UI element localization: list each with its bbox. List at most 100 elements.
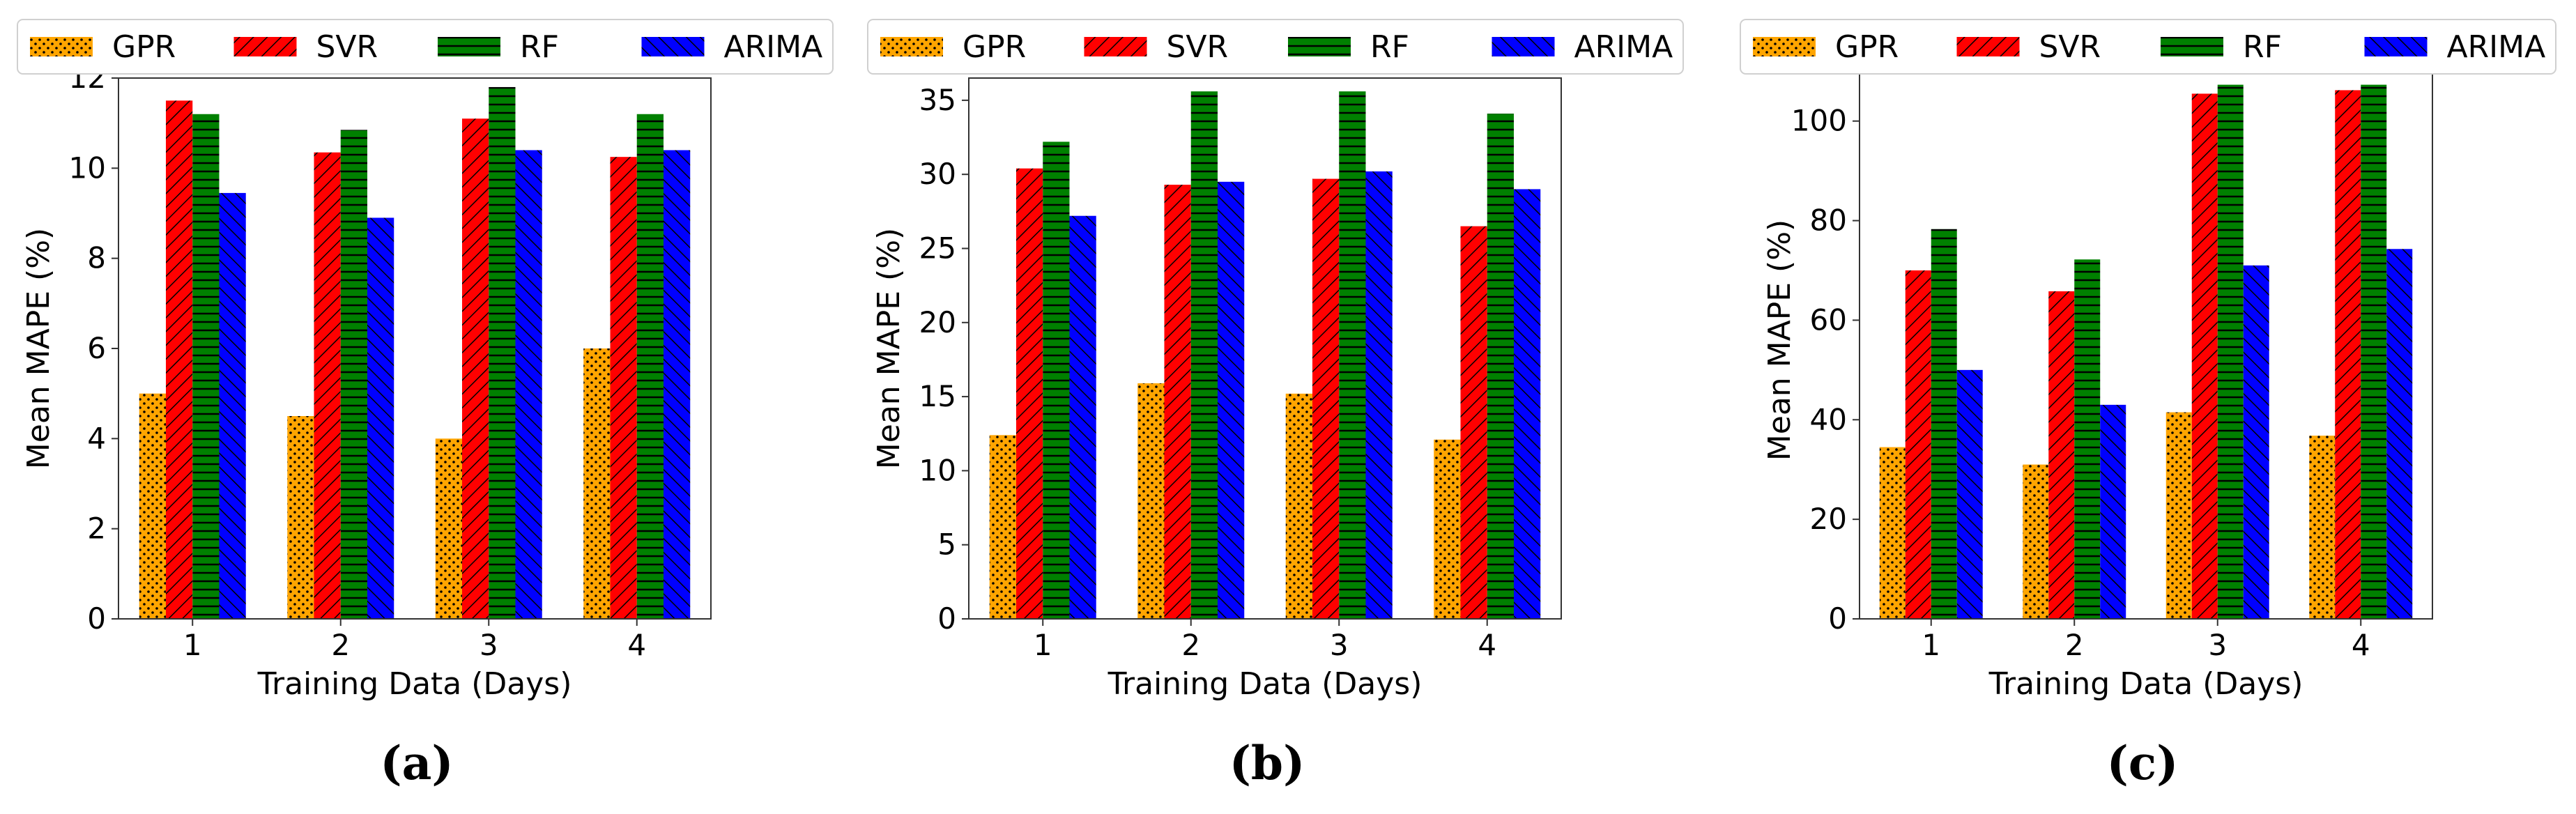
y-axis-label: Mean MAPE (%) xyxy=(871,228,907,469)
legend-swatch-svr xyxy=(1084,37,1147,56)
legend-swatch-arima xyxy=(2364,37,2428,56)
y-tick-label: 0 xyxy=(1828,601,1847,636)
bar-arima-day1 xyxy=(1956,369,1983,619)
bar-svr-day2 xyxy=(2048,291,2075,619)
y-tick-label: 6 xyxy=(87,331,106,365)
y-tick-label: 0 xyxy=(87,601,106,636)
bar-arima-day2 xyxy=(2100,404,2126,619)
bar-gpr-day2 xyxy=(2023,464,2049,619)
y-tick-label: 30 xyxy=(919,157,956,191)
y-tick-label: 100 xyxy=(1791,104,1847,138)
legend-swatch-svr xyxy=(1956,37,2020,56)
legend-swatch-gpr xyxy=(30,37,93,56)
legend-swatch-arima xyxy=(641,37,705,56)
legend-label-svr: SVR xyxy=(316,29,378,65)
x-axis-label: Training Data (Days) xyxy=(1107,666,1423,702)
y-tick-label: 10 xyxy=(919,453,956,487)
bar-svr-day2 xyxy=(1164,185,1191,619)
bar-arima-day3 xyxy=(2243,265,2269,619)
y-tick-label: 25 xyxy=(919,231,956,265)
y-axis-label: Mean MAPE (%) xyxy=(1762,220,1797,461)
bar-rf-day4 xyxy=(1487,114,1514,619)
bar-gpr-day4 xyxy=(1434,439,1461,619)
legend-swatch-gpr xyxy=(1753,37,1816,56)
bar-gpr-day4 xyxy=(2309,436,2336,619)
bar-arima-day2 xyxy=(1218,181,1245,620)
y-tick-label: 0 xyxy=(937,601,956,636)
y-tick-label: 60 xyxy=(1810,302,1847,337)
y-tick-label: 80 xyxy=(1810,204,1847,238)
bar-gpr-day4 xyxy=(583,348,611,619)
y-tick-label: 35 xyxy=(919,83,956,117)
bar-gpr-day2 xyxy=(1137,383,1165,619)
bar-arima-day3 xyxy=(1365,171,1393,620)
bar-rf-day2 xyxy=(1190,91,1218,619)
bar-rf-day1 xyxy=(1043,141,1070,619)
panel-caption: (a) xyxy=(380,736,453,790)
panel-caption: (b) xyxy=(1229,736,1305,790)
legend-box xyxy=(867,19,1684,75)
x-tick-label: 3 xyxy=(1330,628,1349,662)
x-tick-label: 4 xyxy=(1478,628,1496,662)
y-tick-label: 4 xyxy=(87,421,106,455)
y-tick-label: 15 xyxy=(919,379,956,413)
bar-rf-day4 xyxy=(2361,84,2387,620)
plot-frame xyxy=(968,77,1562,620)
y-tick-label: 5 xyxy=(937,528,956,562)
legend-label-arima: ARIMA xyxy=(1574,29,1673,65)
legend-label-rf: RF xyxy=(1370,29,1409,65)
x-tick-label: 2 xyxy=(2065,628,2084,662)
legend: GPR SVR RF ARIMA xyxy=(17,19,834,75)
legend-swatch-rf xyxy=(2161,37,2223,56)
chart-panel-3: 0 20 40 60 80 100 1 2 3 4 Training Data (Days) Mean… xyxy=(1740,19,2556,790)
bar-rf-day2 xyxy=(340,130,367,619)
bar-rf-day1 xyxy=(192,114,220,619)
panel-caption: (c) xyxy=(2107,736,2179,790)
bar-gpr-day1 xyxy=(1879,447,1906,619)
bar-svr-day4 xyxy=(2335,90,2361,619)
legend-swatch-rf xyxy=(438,37,500,56)
legend-label-rf: RF xyxy=(520,29,559,65)
bar-arima-day1 xyxy=(219,192,246,619)
x-tick-label: 4 xyxy=(627,628,646,662)
bar-gpr-day3 xyxy=(435,438,462,619)
x-tick-label: 1 xyxy=(1034,628,1052,662)
legend-box xyxy=(1740,19,2556,75)
bar-arima-day4 xyxy=(664,150,691,619)
bar-svr-day4 xyxy=(1460,226,1487,619)
y-tick-label: 40 xyxy=(1810,402,1847,436)
legend: GPR SVR RF ARIMA xyxy=(1740,19,2556,75)
bar-gpr-day3 xyxy=(2165,412,2192,619)
bar-arima-day4 xyxy=(2386,249,2413,619)
y-tick-label: 2 xyxy=(87,512,106,546)
legend-label-gpr: GPR xyxy=(1835,29,1899,65)
legend-label-rf: RF xyxy=(2243,29,2282,65)
bar-rf-day3 xyxy=(1339,91,1366,619)
bar-svr-day1 xyxy=(166,100,193,620)
y-axis-label: Mean MAPE (%) xyxy=(21,228,56,469)
bar-arima-day3 xyxy=(515,150,542,619)
x-axis-label: Training Data (Days) xyxy=(1988,666,2303,702)
legend-label-gpr: GPR xyxy=(112,29,176,65)
x-tick-label: 1 xyxy=(183,628,202,662)
y-tick-label: 20 xyxy=(1810,502,1847,536)
bar-rf-day1 xyxy=(1931,229,1957,619)
bar-svr-day1 xyxy=(1905,270,1931,619)
bar-gpr-day2 xyxy=(287,416,314,619)
bar-gpr-day1 xyxy=(139,393,166,619)
bar-gpr-day1 xyxy=(989,435,1016,619)
x-axis-label: Training Data (Days) xyxy=(257,666,572,702)
x-tick-label: 1 xyxy=(1922,628,1940,662)
y-tick-label: 10 xyxy=(69,151,106,185)
bar-gpr-day3 xyxy=(1285,393,1312,619)
y-tick-label: 20 xyxy=(919,305,956,339)
x-tick-label: 2 xyxy=(1181,628,1200,662)
bar-svr-day3 xyxy=(2191,93,2218,619)
legend-swatch-arima xyxy=(1492,37,1555,56)
legend-label-arima: ARIMA xyxy=(2447,29,2546,65)
legend-swatch-gpr xyxy=(880,37,943,56)
bar-svr-day3 xyxy=(462,118,489,619)
x-tick-label: 2 xyxy=(331,628,350,662)
